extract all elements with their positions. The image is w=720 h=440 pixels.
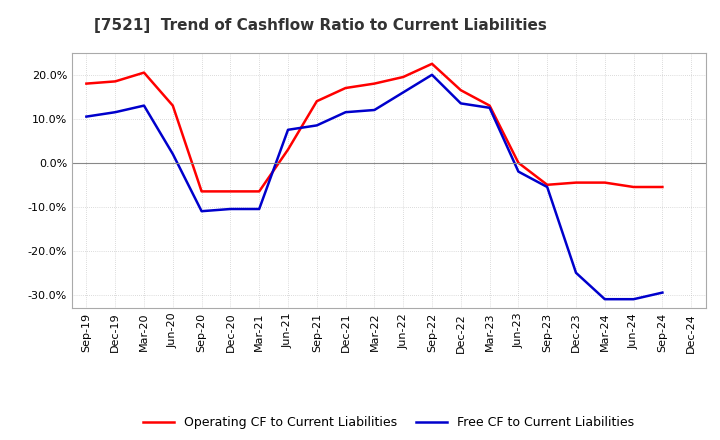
Free CF to Current Liabilities (140, 103, 148, 108)
Operating CF to Current Liabilities (428, 61, 436, 66)
Operating CF to Current Liabilities (111, 79, 120, 84)
Operating CF to Current Liabilities (370, 81, 379, 86)
Free CF to Current Liabilities (312, 123, 321, 128)
Free CF to Current Liabilities (399, 90, 408, 95)
Operating CF to Current Liabilities (82, 81, 91, 86)
Free CF to Current Liabilities (284, 127, 292, 132)
Free CF to Current Liabilities (341, 110, 350, 115)
Free CF to Current Liabilities (629, 297, 638, 302)
Free CF to Current Liabilities (197, 209, 206, 214)
Operating CF to Current Liabilities (255, 189, 264, 194)
Free CF to Current Liabilities (168, 151, 177, 157)
Line: Free CF to Current Liabilities: Free CF to Current Liabilities (86, 75, 662, 299)
Free CF to Current Liabilities (658, 290, 667, 295)
Operating CF to Current Liabilities (312, 99, 321, 104)
Operating CF to Current Liabilities (284, 147, 292, 152)
Free CF to Current Liabilities (370, 107, 379, 113)
Operating CF to Current Liabilities (629, 184, 638, 190)
Free CF to Current Liabilities (600, 297, 609, 302)
Operating CF to Current Liabilities (543, 182, 552, 187)
Free CF to Current Liabilities (514, 169, 523, 174)
Operating CF to Current Liabilities (140, 70, 148, 75)
Free CF to Current Liabilities (111, 110, 120, 115)
Free CF to Current Liabilities (572, 270, 580, 275)
Operating CF to Current Liabilities (341, 85, 350, 91)
Operating CF to Current Liabilities (456, 88, 465, 93)
Free CF to Current Liabilities (226, 206, 235, 212)
Operating CF to Current Liabilities (572, 180, 580, 185)
Text: [7521]  Trend of Cashflow Ratio to Current Liabilities: [7521] Trend of Cashflow Ratio to Curren… (94, 18, 546, 33)
Operating CF to Current Liabilities (514, 160, 523, 165)
Free CF to Current Liabilities (255, 206, 264, 212)
Free CF to Current Liabilities (543, 184, 552, 190)
Free CF to Current Liabilities (82, 114, 91, 119)
Free CF to Current Liabilities (428, 72, 436, 77)
Operating CF to Current Liabilities (226, 189, 235, 194)
Operating CF to Current Liabilities (600, 180, 609, 185)
Operating CF to Current Liabilities (197, 189, 206, 194)
Operating CF to Current Liabilities (485, 103, 494, 108)
Free CF to Current Liabilities (456, 101, 465, 106)
Operating CF to Current Liabilities (658, 184, 667, 190)
Line: Operating CF to Current Liabilities: Operating CF to Current Liabilities (86, 64, 662, 191)
Free CF to Current Liabilities (485, 105, 494, 110)
Operating CF to Current Liabilities (399, 74, 408, 80)
Legend: Operating CF to Current Liabilities, Free CF to Current Liabilities: Operating CF to Current Liabilities, Fre… (138, 411, 639, 434)
Operating CF to Current Liabilities (168, 103, 177, 108)
